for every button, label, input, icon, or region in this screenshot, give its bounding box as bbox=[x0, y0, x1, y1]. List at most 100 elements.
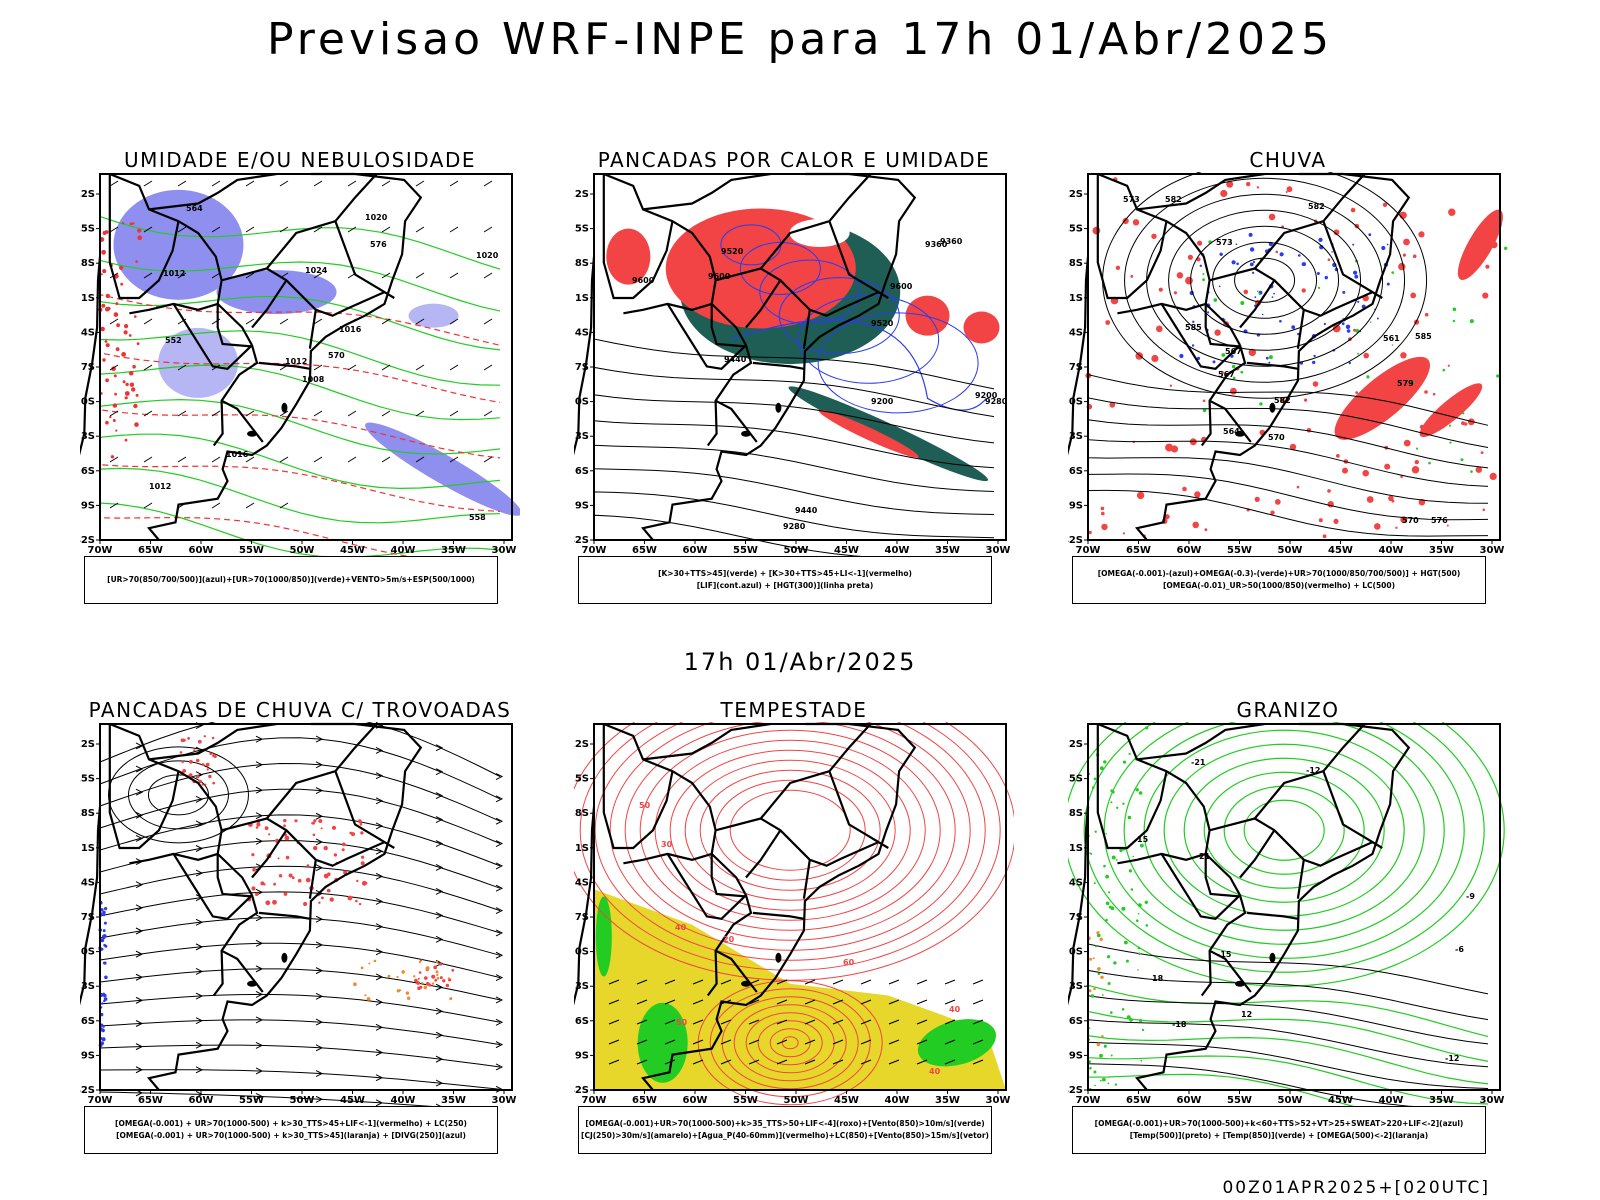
contour-label: 15 bbox=[1137, 835, 1149, 844]
lat-tick-label: 39S bbox=[1068, 1050, 1083, 1061]
green-dot bbox=[1095, 945, 1097, 948]
storm-orange bbox=[364, 994, 367, 997]
storm-red bbox=[283, 824, 286, 828]
rain-blue bbox=[1279, 319, 1282, 323]
border-line bbox=[251, 279, 288, 329]
hgt-contour bbox=[1190, 225, 1340, 335]
wind-vector bbox=[664, 979, 676, 985]
wind-vector bbox=[245, 456, 255, 463]
water-contour bbox=[669, 749, 911, 911]
lat-tick-label: 42S bbox=[574, 535, 589, 546]
water-contour bbox=[699, 769, 881, 891]
lat-tick-label: 15S bbox=[1068, 224, 1083, 235]
storm-red bbox=[256, 822, 261, 827]
lon-tick-label: 45W bbox=[834, 1095, 859, 1106]
storm-orange bbox=[413, 975, 416, 978]
lat-tick-label: 15S bbox=[574, 224, 589, 235]
streamline-arrow bbox=[435, 840, 444, 847]
height-contour bbox=[593, 467, 995, 515]
wind-vector bbox=[608, 1059, 620, 1065]
map-tempestade: 40 40 60 50 40 30 50 20 12S 15S 18S 21S 24S 27S 30S 33S… bbox=[574, 722, 1014, 1106]
wind-vector bbox=[832, 1019, 844, 1025]
contour-label: 1024 bbox=[305, 266, 328, 275]
map-base bbox=[574, 172, 917, 541]
lat-tick-label: 18S bbox=[1068, 808, 1083, 819]
lat-tick-label: 33S bbox=[80, 431, 95, 442]
wind-vector bbox=[832, 999, 844, 1005]
height-contour bbox=[593, 337, 995, 390]
omega-orange bbox=[1089, 957, 1093, 961]
green-dot bbox=[1113, 961, 1117, 965]
contour-label: 9600 bbox=[890, 282, 913, 291]
wind-vector bbox=[692, 979, 704, 985]
green-dot bbox=[1137, 969, 1139, 971]
border-line bbox=[221, 949, 264, 993]
wind-vector bbox=[143, 180, 153, 187]
rain-blue bbox=[1251, 271, 1255, 274]
green-dot bbox=[1103, 864, 1106, 868]
lon-tick-label: 70W bbox=[582, 545, 607, 556]
rain-blue bbox=[1218, 285, 1221, 288]
streamline-arrow bbox=[375, 1023, 384, 1031]
streamline-closed bbox=[107, 746, 249, 844]
wind-vector bbox=[748, 999, 760, 1005]
wind-vector bbox=[415, 364, 425, 371]
rain-red bbox=[1226, 180, 1234, 188]
streamline bbox=[99, 788, 501, 844]
storm-red bbox=[416, 981, 421, 985]
lon-tick-label: 70W bbox=[1076, 545, 1101, 556]
rain-red bbox=[1482, 292, 1489, 299]
lon-tick-label: 40W bbox=[885, 545, 910, 556]
lagoon bbox=[1235, 430, 1246, 437]
wind-vector bbox=[720, 1059, 732, 1065]
rain-green bbox=[1452, 307, 1457, 312]
rain-blue bbox=[1236, 262, 1239, 266]
temp850-contour bbox=[1087, 982, 1489, 1038]
storm-red bbox=[183, 770, 185, 773]
hgt-contour bbox=[1146, 193, 1384, 367]
storm-red bbox=[434, 978, 438, 982]
rain-blue bbox=[1199, 264, 1202, 267]
rain-red bbox=[1275, 250, 1279, 254]
streamline bbox=[99, 814, 501, 867]
red-dot bbox=[105, 378, 109, 383]
storm-red bbox=[358, 902, 362, 906]
wind-vector bbox=[177, 180, 187, 187]
lat-tick-label: 36S bbox=[1068, 466, 1083, 477]
panel-legend: [OMEGA(-0.001)-(azul)+OMEGA(-0.3)-(verde… bbox=[1072, 556, 1486, 604]
lagoon bbox=[281, 402, 288, 413]
storm-red bbox=[283, 818, 287, 823]
storm-red bbox=[312, 821, 315, 825]
lagoon bbox=[247, 430, 258, 437]
rain-red bbox=[1332, 324, 1341, 333]
border-line bbox=[1136, 172, 1265, 211]
storm-red bbox=[268, 833, 271, 836]
moisture-contour bbox=[99, 433, 501, 490]
contour-label: 579 bbox=[1397, 379, 1414, 388]
lon-tick-label: 35W bbox=[935, 545, 960, 556]
panel-legend: [OMEGA(-0.001)+UR>70(1000-500)+k>35_TTS>… bbox=[578, 1106, 992, 1154]
hgt-contour bbox=[1087, 432, 1489, 487]
panel-pancadas-calor: PANCADAS POR CALOR E UMIDADE 9600 9600 952… bbox=[574, 148, 1014, 628]
streamline-arrow bbox=[135, 811, 144, 819]
red-dot bbox=[115, 429, 118, 432]
border-line bbox=[1160, 303, 1241, 370]
green-dot bbox=[1088, 1027, 1091, 1029]
contour-label: 561 bbox=[1383, 334, 1400, 343]
rain-blue bbox=[1302, 262, 1306, 267]
rain-blue bbox=[1265, 356, 1269, 360]
border-line bbox=[715, 949, 758, 993]
streamline-arrow bbox=[255, 1016, 264, 1024]
lat-tick-label: 24S bbox=[80, 327, 95, 338]
green-dot bbox=[1124, 940, 1128, 945]
wind-vector bbox=[860, 999, 872, 1005]
green-dot bbox=[1139, 1019, 1143, 1023]
wind-vector bbox=[944, 1019, 956, 1025]
wind-vector bbox=[608, 1039, 620, 1045]
storm-red bbox=[212, 781, 216, 785]
map-base bbox=[574, 722, 917, 1091]
temp500-contour bbox=[1087, 1038, 1489, 1089]
lat-tick-label: 18S bbox=[574, 808, 589, 819]
red-dot bbox=[114, 392, 117, 396]
storm-orange bbox=[353, 982, 357, 986]
